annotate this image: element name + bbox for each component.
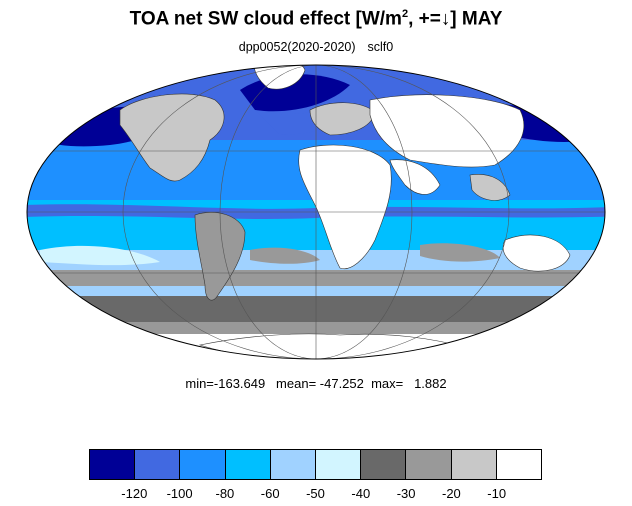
colorbar-swatch <box>361 450 407 479</box>
africa <box>298 144 392 270</box>
globe-outline <box>26 64 606 360</box>
colorbar-swatch <box>316 450 362 479</box>
graticule <box>27 65 605 359</box>
colorbar-swatch <box>90 450 136 479</box>
asia <box>369 94 525 168</box>
run-label: dpp0052(2020-2020) <box>238 40 356 54</box>
colorbar-labels: -120 -100 -80 -60 -50 -40 -30 -20 -10 <box>0 486 632 504</box>
colorbar-swatch <box>451 450 497 479</box>
colorbar-tick-label: -40 <box>351 486 371 501</box>
plot-title: TOA net SW cloud effect [W/m2, +=↓] MAY <box>129 8 503 30</box>
colorbar-swatch <box>180 450 226 479</box>
colorbar-swatch <box>496 450 542 479</box>
colorbar-tick-label: -100 <box>166 486 193 501</box>
stats-line: min=-163.649 mean= -47.252 max= 1.882 <box>185 376 447 391</box>
south-pacific-pale <box>40 245 160 266</box>
variable-label: sclf0 <box>367 40 394 54</box>
colorbar-swatch <box>406 450 452 479</box>
colorbar-tick-label: -120 <box>121 486 148 501</box>
colorbar-swatch <box>270 450 317 479</box>
colorbar <box>89 449 542 480</box>
southeast-asia <box>469 174 511 201</box>
south-atlantic-gray <box>250 247 320 264</box>
plot-subtitle: dpp0052(2020-2020) sclf0 <box>0 40 632 54</box>
south-america <box>194 212 246 301</box>
arabia-india <box>389 159 441 195</box>
colorbar-swatch <box>135 450 181 479</box>
indian-ocean-gray <box>420 243 500 262</box>
colorbar-tick-label: -80 <box>215 486 235 501</box>
australia <box>502 234 571 272</box>
colorbar-tick-label: -50 <box>306 486 325 501</box>
colorbar-tick-label: -30 <box>396 486 416 501</box>
colorbar-tick-label: -10 <box>487 486 507 501</box>
north-america <box>119 93 225 182</box>
colorbar-tick-label: -60 <box>260 486 280 501</box>
colorbar-swatch <box>225 450 271 479</box>
colorbar-tick-label: -20 <box>441 486 461 501</box>
